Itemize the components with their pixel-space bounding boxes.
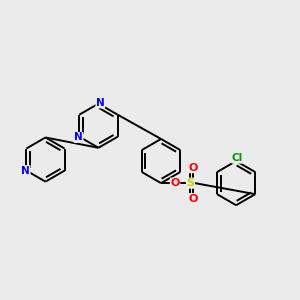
Text: S: S xyxy=(187,178,194,188)
Text: O: O xyxy=(189,194,198,204)
Text: Cl: Cl xyxy=(232,153,243,163)
Text: N: N xyxy=(96,98,105,108)
Text: N: N xyxy=(21,166,30,176)
Text: O: O xyxy=(189,163,198,173)
Text: N: N xyxy=(74,133,83,142)
Text: O: O xyxy=(170,178,180,188)
